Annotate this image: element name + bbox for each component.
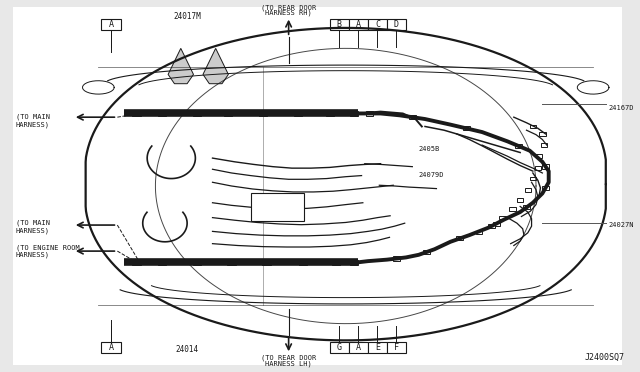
Text: 24079D: 24079D (419, 172, 444, 178)
Text: HARNESS LH): HARNESS LH) (265, 360, 312, 367)
Bar (387, 19, 406, 30)
Bar (262, 260, 271, 265)
Bar (476, 231, 482, 234)
Bar (368, 342, 387, 353)
Text: <AIR BAG: <AIR BAG (262, 205, 292, 211)
Bar (393, 257, 400, 261)
Text: C: C (375, 20, 380, 29)
Bar (499, 216, 506, 219)
Bar (102, 19, 120, 30)
Bar (157, 260, 166, 265)
Text: F: F (394, 343, 399, 352)
Bar (542, 186, 549, 190)
Bar (193, 260, 201, 265)
Text: B: B (337, 20, 342, 29)
Text: UNIT>: UNIT> (262, 215, 284, 221)
Bar (539, 132, 545, 136)
Text: G: G (337, 343, 342, 352)
Bar (227, 260, 236, 265)
Bar (349, 19, 368, 30)
Text: E: E (375, 343, 380, 352)
Text: HARNESS): HARNESS) (16, 121, 50, 128)
Bar (517, 198, 524, 202)
Bar (132, 111, 141, 116)
Bar (456, 237, 463, 241)
Text: <AIR BAG: <AIR BAG (256, 207, 290, 213)
Polygon shape (203, 48, 228, 84)
Bar (224, 111, 232, 116)
Bar (368, 19, 387, 30)
Text: D: D (394, 20, 399, 29)
Bar (326, 111, 334, 116)
Text: HARNESS RH): HARNESS RH) (265, 10, 312, 16)
Bar (488, 224, 495, 228)
Bar (350, 111, 358, 116)
Bar (366, 112, 373, 115)
Text: (TO ENGINE ROOM: (TO ENGINE ROOM (16, 244, 79, 251)
Bar (536, 154, 542, 158)
Bar (330, 342, 349, 353)
Text: HARNESS): HARNESS) (16, 227, 50, 234)
Text: 24014: 24014 (175, 345, 198, 354)
Bar (330, 19, 349, 30)
Bar (387, 342, 406, 353)
Bar (193, 111, 201, 116)
Text: A: A (356, 20, 361, 29)
Bar (251, 193, 305, 221)
Text: 24167D: 24167D (609, 105, 634, 111)
Text: UNIT>: UNIT> (268, 212, 287, 217)
Bar (132, 260, 141, 265)
Bar (530, 125, 536, 128)
Bar (530, 177, 536, 180)
Bar (463, 126, 470, 130)
Text: SEC.253: SEC.253 (264, 199, 291, 204)
Bar (423, 250, 430, 254)
Bar (349, 342, 368, 353)
Bar (515, 144, 522, 148)
Bar (542, 164, 549, 169)
Bar (525, 188, 531, 192)
Bar (350, 260, 358, 265)
Text: A: A (109, 20, 113, 29)
Text: (TO REAR DOOR: (TO REAR DOOR (261, 4, 316, 11)
Text: SEC.253: SEC.253 (258, 200, 287, 206)
Bar (409, 115, 416, 119)
Text: (TO MAIN: (TO MAIN (16, 114, 50, 121)
Bar (299, 260, 307, 265)
Text: 24027N: 24027N (609, 222, 634, 228)
Bar (535, 166, 541, 170)
Bar (509, 207, 516, 211)
Text: J2400SQ7: J2400SQ7 (585, 353, 625, 362)
Text: 24017M: 24017M (173, 12, 201, 21)
Bar (157, 111, 166, 116)
Bar (332, 260, 340, 265)
Text: A: A (356, 343, 361, 352)
Text: 2405B: 2405B (419, 146, 440, 152)
Bar (541, 143, 547, 147)
Bar (493, 221, 500, 225)
Bar (259, 111, 268, 116)
Text: (TO MAIN: (TO MAIN (16, 220, 50, 227)
Bar (523, 205, 530, 209)
Text: A: A (109, 343, 113, 352)
Bar (102, 342, 120, 353)
Bar (294, 111, 302, 116)
Text: HARNESS): HARNESS) (16, 251, 50, 258)
Polygon shape (168, 48, 193, 84)
Text: (TO REAR DOOR: (TO REAR DOOR (261, 355, 316, 361)
